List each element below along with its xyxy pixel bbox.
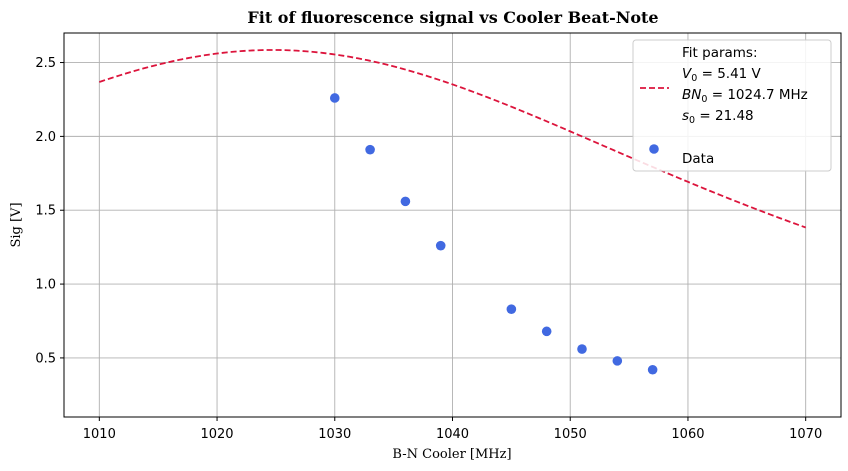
y-tick-label: 1.0 <box>35 278 56 293</box>
data-point <box>400 196 411 207</box>
y-axis-label: Sig [V] <box>9 202 24 247</box>
y-tick-label: 1.5 <box>35 204 56 219</box>
x-tick-label: 1050 <box>554 427 587 442</box>
y-tick-label: 2.0 <box>35 130 56 145</box>
x-tick-label: 1060 <box>671 427 704 442</box>
x-axis-label: B-N Cooler [MHz] <box>392 447 511 462</box>
x-tick-label: 1040 <box>436 427 469 442</box>
data-point <box>365 144 375 155</box>
data-points <box>329 93 658 375</box>
legend-fit-param-v0: V0 = 5.41 V <box>682 66 762 84</box>
legend: Fit params: V0 = 5.41 V BN0 = 1024.7 MHz… <box>632 39 832 172</box>
y-tick-label: 0.5 <box>35 351 56 366</box>
x-tick-label: 1010 <box>83 427 116 442</box>
data-point <box>329 93 340 103</box>
y-tick-label: 2.5 <box>35 56 56 71</box>
legend-box <box>632 39 832 172</box>
x-tick-label: 1020 <box>200 427 233 442</box>
x-axis-ticks: 1010 1020 1030 1040 1050 1060 1070 <box>83 417 822 442</box>
legend-fit-param-bn0: BN0 = 1024.7 MHz <box>682 87 808 105</box>
data-point <box>647 364 658 375</box>
legend-fit-param-s0: s0 = 21.48 <box>682 108 754 126</box>
chart-title: Fit of fluorescence signal vs Cooler Bea… <box>247 8 658 27</box>
fit-line <box>99 49 806 229</box>
data-point <box>577 344 587 354</box>
data-point <box>541 326 552 337</box>
data-point <box>506 304 517 314</box>
legend-data-label: Data <box>682 151 714 167</box>
y-axis-ticks: 0.5 1.0 1.5 2.0 2.5 <box>35 56 64 366</box>
x-tick-label: 1030 <box>318 427 351 442</box>
legend-data-marker <box>649 144 659 154</box>
x-tick-label: 1070 <box>789 427 822 442</box>
data-point <box>435 240 446 251</box>
legend-fit-label: Fit params: <box>682 45 758 61</box>
fit-curve <box>99 49 806 229</box>
data-point <box>612 356 623 366</box>
